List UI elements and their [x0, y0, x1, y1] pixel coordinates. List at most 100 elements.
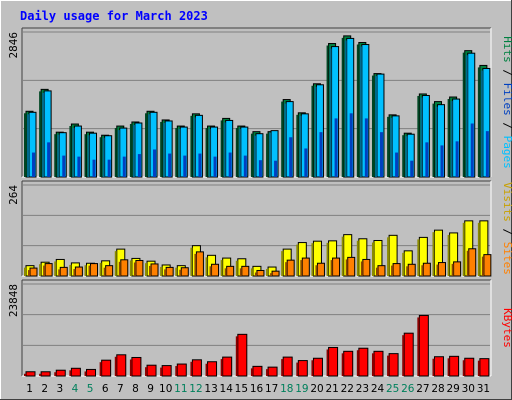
pages-bar	[410, 160, 414, 177]
pages-bar	[455, 141, 459, 177]
files-bar-shade	[420, 97, 423, 177]
pages-bar	[289, 137, 293, 177]
kbytes-bar	[328, 346, 339, 377]
files-bar-shade	[405, 136, 408, 177]
sites-bar-shade	[436, 264, 439, 276]
kbytes-bar-shade	[447, 358, 450, 376]
kbytes-bar	[40, 371, 51, 377]
hits-files-pages-y-max-label: 2846	[7, 32, 20, 59]
hits-bar-shade	[296, 114, 299, 177]
legend-entry-hits: Hits	[501, 36, 512, 63]
sites-bar-shade	[28, 270, 30, 276]
sites-bar	[211, 263, 220, 277]
hits-bar-shade	[114, 128, 117, 177]
hits-bar-shade	[99, 137, 102, 177]
kbytes-bar	[222, 356, 233, 377]
kbytes-bar-shade	[235, 336, 238, 376]
kbytes-bar	[146, 364, 157, 377]
visits-sites-legend: Visits / Sites	[501, 182, 512, 275]
x-tick-label: 3	[56, 383, 63, 395]
hits-bar-shade	[371, 75, 374, 177]
files-bar-shade	[132, 124, 135, 177]
hits-bar-shade	[341, 37, 344, 177]
visits-bar-shade	[311, 243, 314, 276]
pages-bar	[274, 160, 278, 177]
sites-bar	[316, 262, 325, 277]
sites-bar	[453, 261, 462, 277]
sites-bar-shade	[179, 269, 182, 276]
legend-separator: /	[501, 63, 512, 83]
sites-bar-shade	[481, 256, 484, 276]
visits-bar-shade	[54, 261, 57, 276]
files-bar-shade	[208, 129, 211, 177]
files-bar-shade	[359, 46, 362, 177]
kbytes-bar	[479, 358, 490, 377]
x-tick-label: 22	[341, 383, 354, 395]
visits-bar-shade	[402, 252, 405, 276]
x-tick-label: 24	[371, 383, 385, 395]
pages-bar	[425, 142, 429, 177]
kbytes-y-max-label: 23848	[7, 284, 20, 317]
kbytes-bar-shade	[190, 361, 193, 376]
pages-bar	[32, 152, 35, 177]
kbytes-bar	[373, 350, 384, 377]
kbytes-bar-shade	[371, 353, 374, 376]
sites-bar	[271, 270, 280, 277]
pages-bar	[485, 131, 489, 177]
x-tick-label: 14	[220, 383, 234, 395]
visits-bar-shade	[266, 269, 269, 276]
kbytes-bar	[267, 366, 278, 377]
visits-bar-shade	[462, 222, 465, 276]
kbytes-bar	[252, 365, 263, 377]
sites-bar-shade	[239, 268, 242, 276]
x-tick-label: 9	[147, 383, 154, 395]
visits-bar-shade	[205, 257, 208, 276]
files-bar-shade	[102, 137, 105, 177]
pages-bar	[92, 159, 96, 177]
sites-bar	[180, 267, 189, 277]
hits-bar-shade	[235, 128, 238, 177]
sites-bar	[377, 265, 386, 277]
visits-bar-shade	[250, 268, 253, 276]
kbytes-bar-shade	[69, 370, 72, 376]
pages-bar	[77, 156, 81, 177]
x-tick-label: 26	[401, 383, 415, 395]
legend-separator: /	[501, 116, 512, 136]
files-bar-shade	[284, 103, 287, 177]
kbytes-bar-shade	[432, 358, 435, 376]
sites-bar	[59, 266, 68, 277]
pages-bar	[107, 159, 111, 177]
sites-bar	[407, 263, 416, 277]
kbytes-bar	[297, 360, 308, 377]
x-tick-label: 29	[446, 383, 459, 395]
sites-bar	[165, 266, 174, 277]
sites-bar-shade	[43, 265, 46, 276]
kbytes-bar-shade	[129, 359, 132, 376]
kbytes-bar	[176, 363, 187, 377]
files-bar-shade	[435, 106, 438, 177]
kbytes-bar	[282, 356, 293, 377]
files-bar-shade	[450, 101, 453, 177]
x-tick-label: 10	[159, 383, 172, 395]
visits-bar-shade	[99, 262, 102, 276]
visits-bar-shade	[432, 232, 435, 276]
kbytes-bar-shade	[220, 359, 223, 376]
visits-bar-shade	[84, 265, 87, 276]
sites-bar-shade	[149, 265, 152, 276]
files-bar-shade	[27, 114, 29, 177]
x-tick-label: 15	[235, 383, 248, 395]
pages-bar	[304, 148, 308, 177]
hits-bar-shade	[462, 52, 465, 177]
pages-bar	[334, 118, 338, 177]
x-tick-label: 23	[356, 383, 369, 395]
sites-bar-shade	[360, 261, 363, 276]
files-bar-shade	[87, 135, 90, 177]
sites-bar-shade	[73, 269, 76, 276]
kbytes-bar-shade	[387, 355, 390, 376]
kbytes-bar-shade	[24, 373, 26, 376]
pages-bar	[349, 113, 353, 177]
sites-bar-shade	[391, 265, 394, 276]
pages-bar	[137, 154, 141, 177]
visits-bar-shade	[190, 247, 193, 276]
